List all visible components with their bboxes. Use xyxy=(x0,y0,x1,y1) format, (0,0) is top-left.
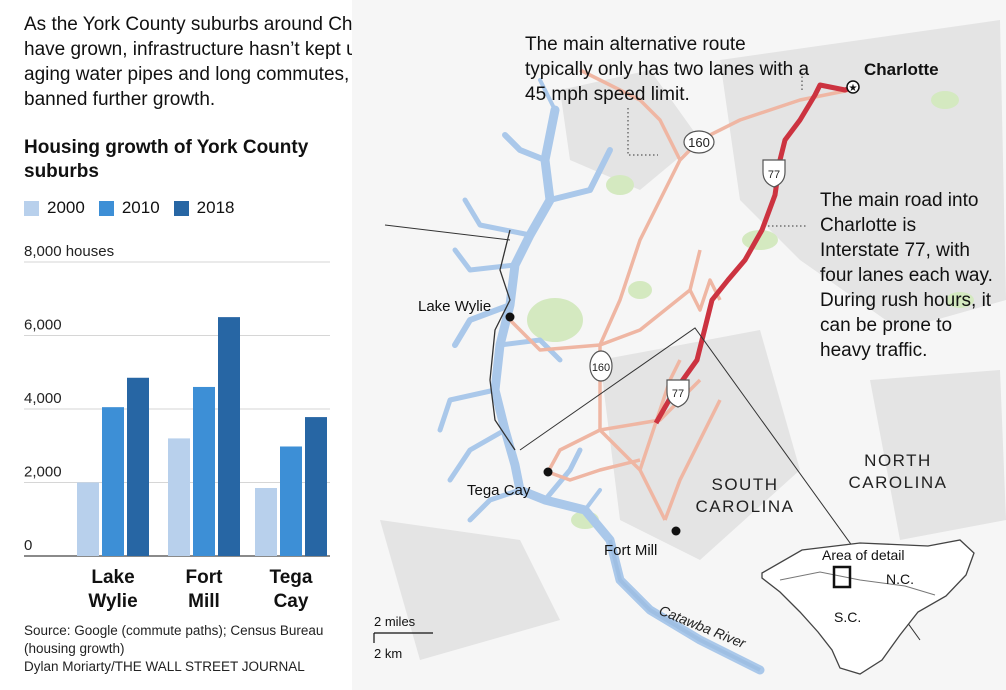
alternative-routes xyxy=(508,68,851,521)
legend-item-2000: 2000 xyxy=(24,198,85,218)
y-tick-label-0: 0 xyxy=(24,537,32,554)
bar-tega-cay-2010 xyxy=(280,446,302,556)
scale-bar: 2 miles 2 km xyxy=(373,614,433,661)
map: 160 77 160 77 ★ Charlotte Lake Wylie Teg… xyxy=(352,0,1006,690)
bar-fort-mill-2018 xyxy=(218,317,240,556)
shield-160-south-label: 160 xyxy=(592,362,610,374)
chart-legend: 2000 2010 2018 xyxy=(24,198,234,218)
y-tick-label-6000: 6,000 xyxy=(24,317,62,334)
catawba-river xyxy=(608,539,761,672)
fort-mill-dot xyxy=(671,526,681,536)
bar-lake-wylie-2018 xyxy=(127,377,149,556)
highway-shield-77-south: 77 xyxy=(666,379,690,408)
shield-77-south-label: 77 xyxy=(672,388,684,400)
x-category-label-2-line-1: Fort xyxy=(186,567,224,588)
state-border xyxy=(489,229,516,451)
y-tick-label-2000: 2,000 xyxy=(24,464,62,481)
bar-chart: 0 2,000 4,000 6,000 8,000 houses Lake Wylie For… xyxy=(24,243,330,612)
scale-km-label: 2 km xyxy=(374,646,402,661)
shield-160-north-label: 160 xyxy=(688,135,710,150)
inset-nc-label: N.C. xyxy=(886,571,914,587)
legend-item-2018: 2018 xyxy=(173,198,235,218)
inset-map: Area of detail N.C. S.C. xyxy=(761,539,975,675)
tega-cay-label: Tega Cay xyxy=(467,482,531,499)
legend-label-2010: 2010 xyxy=(121,198,160,217)
legend-swatch-2010 xyxy=(98,200,114,216)
source-line-1: Source: Google (commute paths); Census B… xyxy=(24,623,324,638)
inset-sc-label: S.C. xyxy=(834,609,861,625)
legend-swatch-2000 xyxy=(24,200,39,216)
x-category-label-1-line-2: Wylie xyxy=(88,591,137,612)
legend-item-2010: 2010 xyxy=(98,198,160,218)
chart-title: Housing growth of York County suburbs xyxy=(24,137,309,182)
inset-title: Area of detail xyxy=(822,547,905,563)
bar-tega-cay-2018 xyxy=(305,417,327,556)
y-tick-label-8000: 8,000 houses xyxy=(24,243,114,260)
lake-wylie-dot xyxy=(505,312,515,322)
charlotte-marker: ★ xyxy=(846,80,860,94)
x-category-label-1-line-1: Lake xyxy=(91,567,134,588)
bar-tega-cay-2000 xyxy=(255,488,277,556)
x-category-label-3-line-1: Tega xyxy=(270,567,313,588)
x-category-label-2-line-2: Mill xyxy=(188,591,220,612)
svg-text:★: ★ xyxy=(849,83,858,94)
fort-mill-label: Fort Mill xyxy=(604,542,657,559)
scale-miles-label: 2 miles xyxy=(374,614,416,629)
north-carolina-label-1: NORTH xyxy=(864,451,932,470)
south-carolina-label-1: SOUTH xyxy=(712,475,779,494)
charlotte-label: Charlotte xyxy=(864,60,939,79)
bar-fort-mill-2000 xyxy=(168,438,190,556)
north-carolina-label-2: CAROLINA xyxy=(849,473,948,492)
tega-cay-dot xyxy=(543,467,553,477)
bar-lake-wylie-2000 xyxy=(77,482,99,556)
legend-swatch-2018 xyxy=(173,200,189,216)
credit-line: Dylan Moriarty/THE WALL STREET JOURNAL xyxy=(24,659,305,674)
source-line-2: (housing growth) xyxy=(24,641,125,656)
callout-lines xyxy=(384,70,921,641)
bar-lake-wylie-2010 xyxy=(102,407,124,556)
x-category-label-3-line-2: Cay xyxy=(274,591,309,612)
y-tick-label-4000: 4,000 xyxy=(24,390,62,407)
shield-77-north-label: 77 xyxy=(768,169,780,181)
legend-label-2018: 2018 xyxy=(196,198,235,217)
south-carolina-label-2: CAROLINA xyxy=(696,497,795,516)
highway-shield-160-north: 160 xyxy=(683,130,715,154)
highway-shield-160-south: 160 xyxy=(589,350,613,382)
source-block: Source: Google (commute paths); Census B… xyxy=(24,622,354,676)
highway-shield-77-north: 77 xyxy=(762,159,786,188)
inset-detail-box xyxy=(832,565,852,589)
interstate-77-route xyxy=(653,82,854,425)
legend-label-2000: 2000 xyxy=(47,198,85,217)
alternative-route-note: The main alternative route typically onl… xyxy=(525,34,810,105)
bar-fort-mill-2010 xyxy=(193,386,215,556)
interstate-note: The main road into Charlotte is Intersta… xyxy=(820,190,993,361)
lake-wylie-label: Lake Wylie xyxy=(418,298,491,315)
intro-text: As the York County suburbs around Charlo… xyxy=(24,14,460,110)
